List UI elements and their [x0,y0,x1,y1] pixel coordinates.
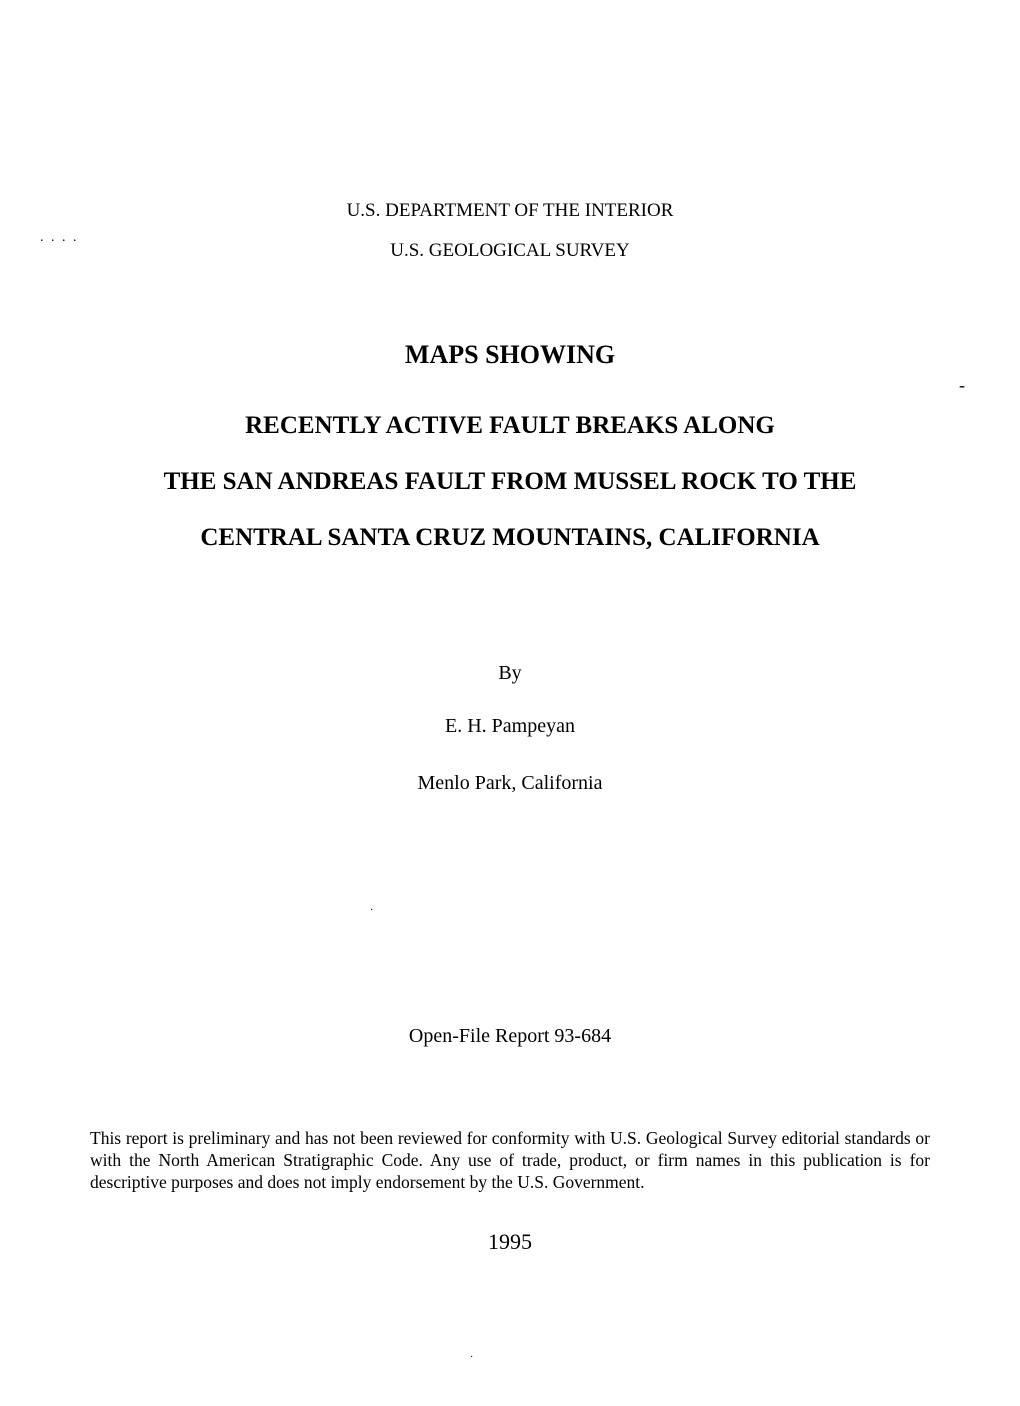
agency-header: U.S. DEPARTMENT OF THE INTERIOR U.S. GEO… [90,200,930,262]
stray-dash-mark: - [959,375,965,396]
report-identifier: Open-File Report 93-684 [90,1025,930,1048]
publication-year: 1995 [90,1229,930,1255]
department-line: U.S. DEPARTMENT OF THE INTERIOR [90,200,930,222]
survey-line: U.S. GEOLOGICAL SURVEY [90,240,930,262]
title-line-3: THE SAN ANDREAS FAULT FROM MUSSEL ROCK T… [90,468,930,496]
disclaimer-text: This report is preliminary and has not b… [90,1128,930,1194]
title-line-4: CENTRAL SANTA CRUZ MOUNTAINS, CALIFORNIA [90,524,930,552]
title-line-1: MAPS SHOWING [90,340,930,370]
title-line-2: RECENTLY ACTIVE FAULT BREAKS ALONG [90,412,930,440]
author-block: By E. H. Pampeyan Menlo Park, California [90,662,930,795]
author-location: Menlo Park, California [90,772,930,795]
stray-dot-mark: · [370,905,373,916]
document-title: MAPS SHOWING RECENTLY ACTIVE FAULT BREAK… [90,340,930,552]
author-name: E. H. Pampeyan [90,715,930,738]
bottom-dot-mark: · [470,1352,473,1363]
by-label: By [90,662,930,685]
stray-dots-mark: . . . . [40,230,79,246]
